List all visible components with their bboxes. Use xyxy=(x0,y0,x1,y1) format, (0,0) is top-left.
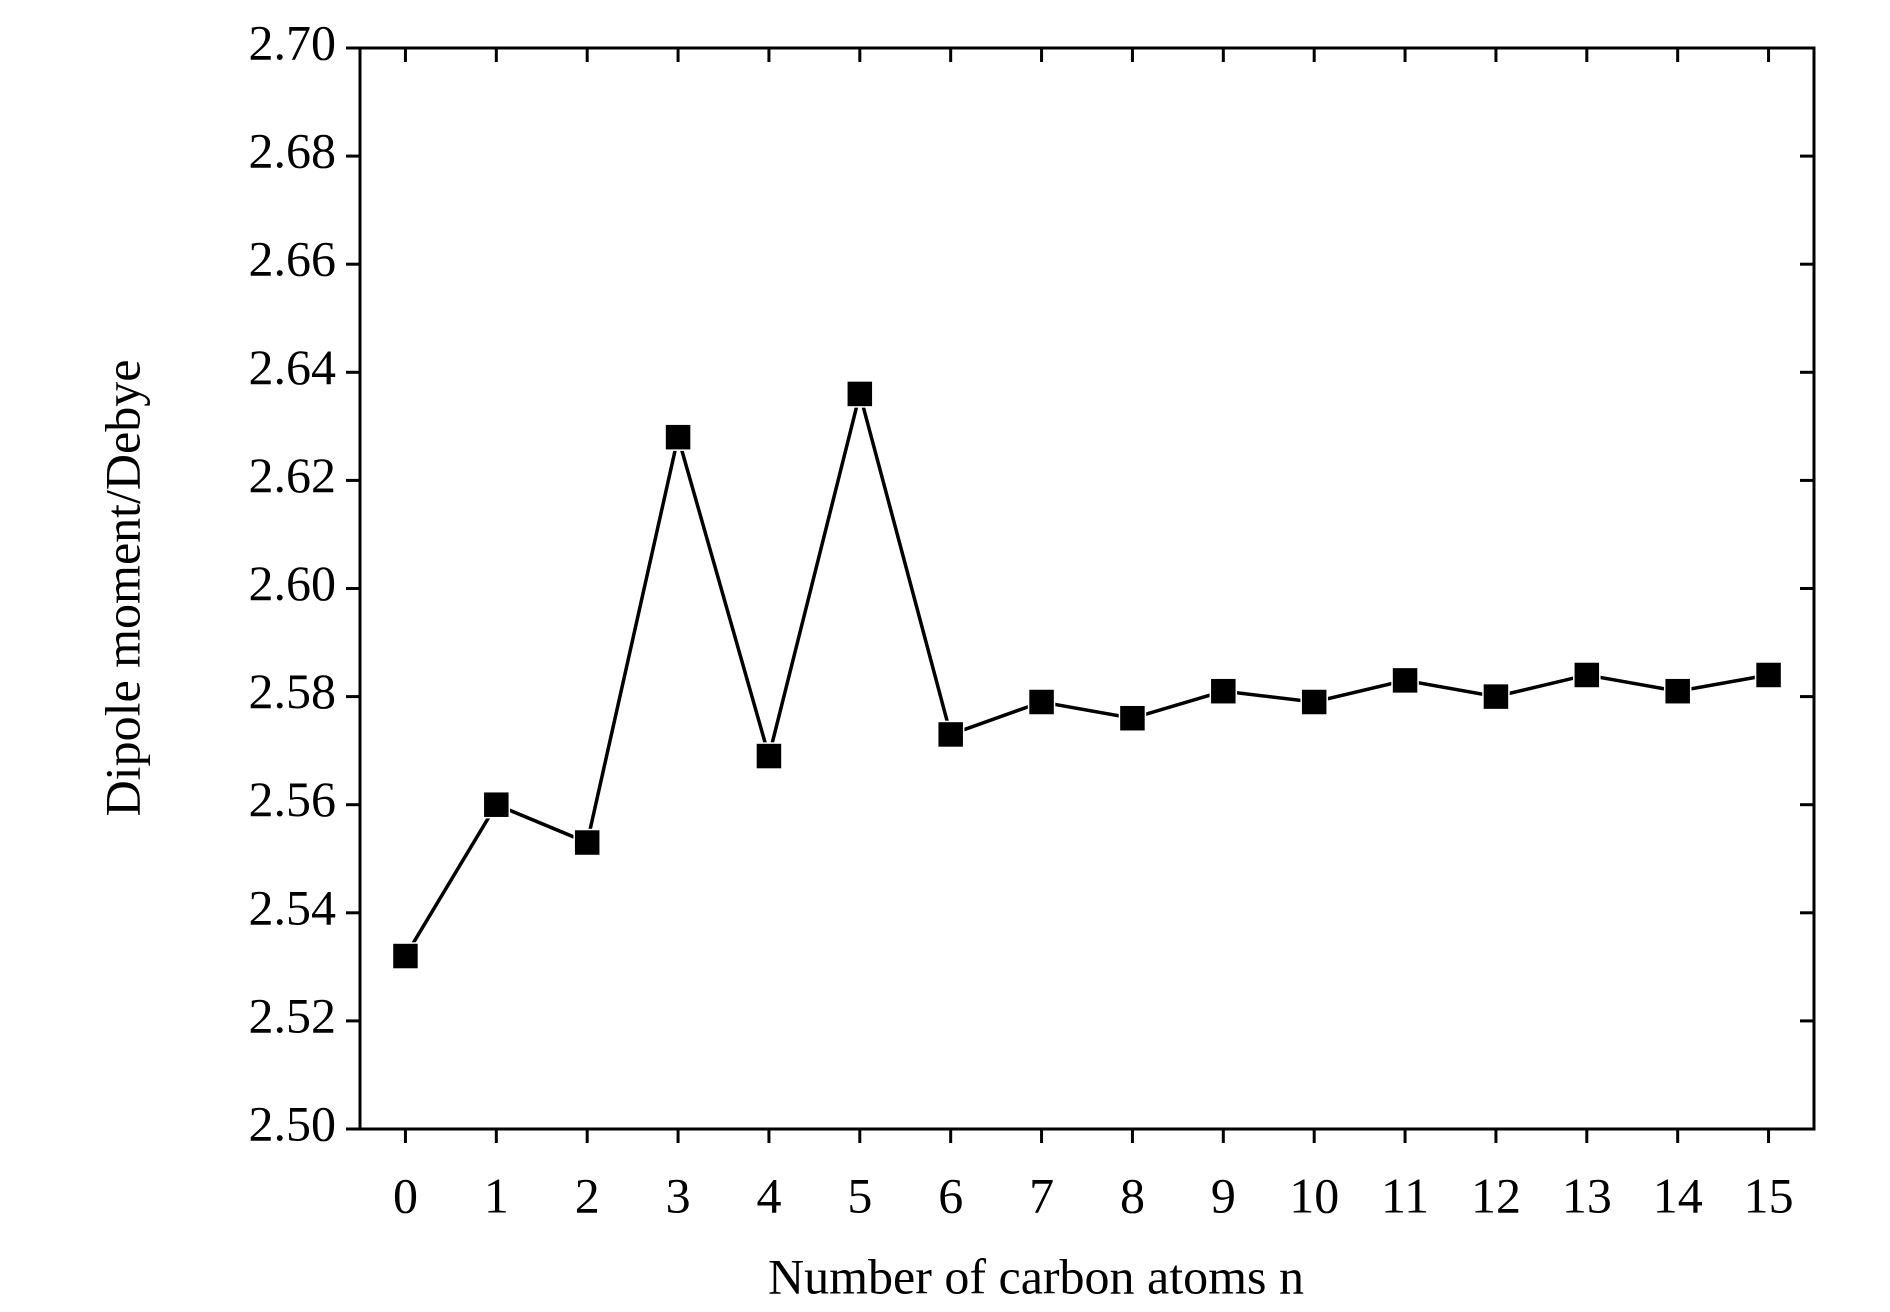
x-tick-label: 5 xyxy=(847,1167,872,1223)
x-tick-label: 1 xyxy=(484,1167,509,1223)
y-tick-label: 2.52 xyxy=(249,987,337,1043)
data-marker xyxy=(936,720,965,749)
y-tick-label: 2.50 xyxy=(249,1095,337,1151)
x-tick-label: 11 xyxy=(1381,1167,1429,1223)
x-tick-label: 0 xyxy=(393,1167,418,1223)
y-tick-label: 2.62 xyxy=(249,447,337,503)
y-tick-label: 2.70 xyxy=(249,14,337,70)
y-tick-label: 2.66 xyxy=(249,231,337,287)
y-tick-label: 2.64 xyxy=(249,339,337,395)
data-marker xyxy=(664,423,692,451)
data-marker xyxy=(1118,704,1147,732)
x-tick-label: 8 xyxy=(1120,1167,1145,1223)
data-marker xyxy=(1754,661,1783,689)
x-tick-label: 13 xyxy=(1562,1167,1612,1223)
y-tick-label: 2.54 xyxy=(249,879,337,935)
x-tick-label: 7 xyxy=(1029,1167,1054,1223)
x-tick-label: 10 xyxy=(1289,1167,1339,1223)
x-tick-label: 12 xyxy=(1471,1167,1521,1223)
data-marker xyxy=(755,742,783,770)
plot-frame xyxy=(358,46,1816,1131)
data-marker xyxy=(482,790,511,819)
x-tick-label: 9 xyxy=(1211,1167,1236,1223)
data-marker xyxy=(1027,688,1056,716)
data-marker xyxy=(573,828,601,857)
data-marker xyxy=(1482,682,1510,711)
data-marker xyxy=(1209,677,1238,705)
x-axis-label: Number of carbon atoms n xyxy=(768,1248,1304,1304)
data-marker xyxy=(846,380,874,408)
data-marker xyxy=(1663,677,1692,705)
data-marker xyxy=(1573,661,1601,689)
y-tick-label: 2.60 xyxy=(249,555,337,611)
x-tick-label: 2 xyxy=(575,1167,600,1223)
x-tick-label: 14 xyxy=(1653,1167,1703,1223)
x-tick-label: 4 xyxy=(756,1167,781,1223)
data-marker xyxy=(1391,666,1419,695)
y-tick-label: 2.56 xyxy=(249,771,337,827)
x-tick-label: 6 xyxy=(938,1167,963,1223)
x-tick-label: 15 xyxy=(1744,1167,1794,1223)
y-tick-label: 2.58 xyxy=(249,663,337,719)
x-tick-label: 3 xyxy=(666,1167,691,1223)
data-marker xyxy=(1300,688,1328,716)
data-marker xyxy=(391,942,420,970)
y-tick-label: 2.68 xyxy=(249,123,337,179)
y-axis-label: Dipole moment/Debye xyxy=(94,360,150,817)
data-line xyxy=(403,386,1769,957)
